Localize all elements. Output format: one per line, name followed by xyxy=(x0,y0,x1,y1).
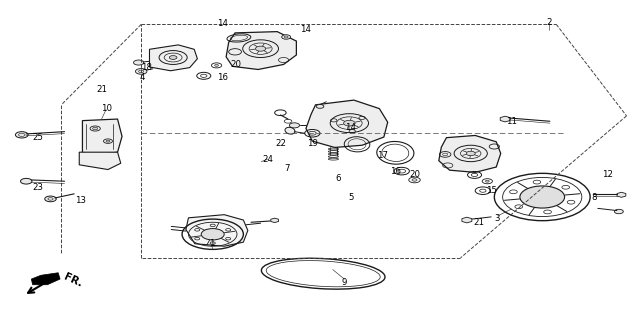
Text: 11: 11 xyxy=(506,117,517,126)
Text: 24: 24 xyxy=(262,155,273,164)
Text: 5: 5 xyxy=(348,192,353,202)
Text: 4: 4 xyxy=(140,73,145,81)
Text: 16: 16 xyxy=(390,167,401,176)
Text: 10: 10 xyxy=(100,104,111,113)
Text: 25: 25 xyxy=(32,133,44,141)
Text: 14: 14 xyxy=(345,123,356,132)
Text: 1: 1 xyxy=(209,239,214,248)
Circle shape xyxy=(485,180,489,182)
Polygon shape xyxy=(186,215,248,246)
Circle shape xyxy=(15,132,28,138)
Polygon shape xyxy=(83,119,122,155)
Circle shape xyxy=(134,60,144,65)
Text: 8: 8 xyxy=(592,192,597,202)
Polygon shape xyxy=(226,32,296,69)
Text: 14: 14 xyxy=(218,19,228,28)
Polygon shape xyxy=(500,116,510,122)
Text: 15: 15 xyxy=(486,186,497,195)
Text: 7: 7 xyxy=(284,164,289,173)
Text: 20: 20 xyxy=(409,171,420,179)
Polygon shape xyxy=(462,217,472,223)
Circle shape xyxy=(344,120,355,126)
Polygon shape xyxy=(306,100,388,147)
Circle shape xyxy=(136,68,147,74)
Text: 17: 17 xyxy=(377,152,388,160)
Polygon shape xyxy=(150,45,197,71)
Circle shape xyxy=(316,105,324,108)
Circle shape xyxy=(255,46,266,51)
Polygon shape xyxy=(31,273,60,285)
Text: 18: 18 xyxy=(141,63,152,72)
Text: FR.: FR. xyxy=(62,272,84,289)
Text: 19: 19 xyxy=(307,139,318,148)
Text: 14: 14 xyxy=(300,25,312,34)
Polygon shape xyxy=(439,135,500,172)
Circle shape xyxy=(412,179,417,181)
Text: 12: 12 xyxy=(602,171,613,179)
Circle shape xyxy=(282,35,291,39)
Circle shape xyxy=(614,209,623,214)
Polygon shape xyxy=(617,192,626,197)
Circle shape xyxy=(201,229,224,240)
Circle shape xyxy=(93,127,98,130)
Circle shape xyxy=(289,123,300,128)
Text: 23: 23 xyxy=(32,183,44,192)
Circle shape xyxy=(214,64,218,66)
Text: 16: 16 xyxy=(218,73,228,81)
Text: 22: 22 xyxy=(275,139,286,148)
Polygon shape xyxy=(79,152,121,170)
Polygon shape xyxy=(271,218,278,223)
Circle shape xyxy=(106,140,110,142)
Ellipse shape xyxy=(285,127,295,134)
Text: 3: 3 xyxy=(495,214,500,223)
Circle shape xyxy=(20,178,32,184)
Text: 9: 9 xyxy=(342,278,347,287)
Text: 2: 2 xyxy=(546,18,552,27)
Text: 6: 6 xyxy=(335,174,340,183)
Circle shape xyxy=(45,196,56,202)
Text: 20: 20 xyxy=(230,60,241,69)
Circle shape xyxy=(467,151,475,156)
Text: 21: 21 xyxy=(473,218,484,227)
Circle shape xyxy=(520,186,564,208)
Text: 13: 13 xyxy=(75,196,86,205)
Circle shape xyxy=(170,55,177,59)
Text: 21: 21 xyxy=(96,85,107,94)
